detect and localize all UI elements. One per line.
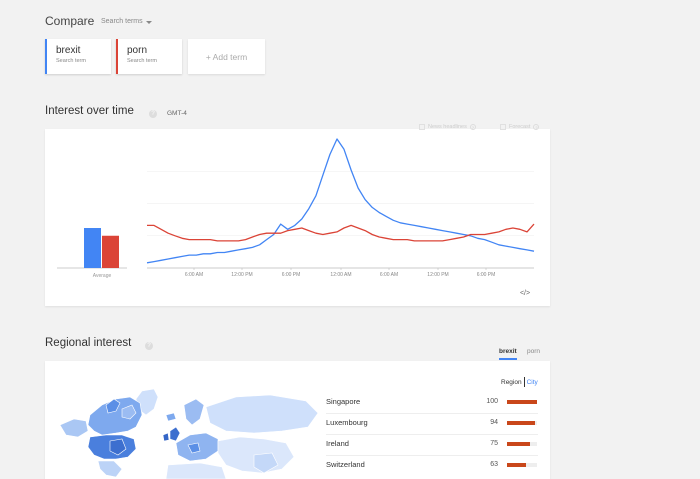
chart-grid: [57, 170, 534, 269]
chevron-down-icon: [145, 20, 152, 24]
add-term-button[interactable]: + Add term: [188, 39, 265, 74]
news-headlines-label: News headlines: [428, 124, 467, 130]
region-value: 63: [490, 461, 498, 468]
value-bar: [507, 463, 526, 467]
x-tick-label: 6:00 AM: [380, 272, 398, 278]
value-bar-track: [507, 421, 537, 425]
search-terms-dropdown[interactable]: Search terms: [101, 18, 152, 25]
x-tick-label: 12:00 PM: [427, 272, 448, 278]
value-bar-track: [507, 400, 537, 404]
average-bars: [84, 228, 119, 268]
help-icon[interactable]: ?: [149, 110, 157, 118]
region-value: 100: [486, 398, 498, 405]
x-tick-label: 6:00 PM: [282, 272, 301, 278]
list-item[interactable]: Luxembourg 94: [326, 414, 538, 435]
region-value: 75: [490, 440, 498, 447]
world-map[interactable]: [50, 385, 320, 479]
city-toggle[interactable]: City: [526, 378, 538, 386]
term-name: brexit: [56, 45, 81, 56]
average-label: Average: [93, 273, 112, 279]
divider: [326, 413, 538, 414]
tab-porn[interactable]: porn: [527, 348, 541, 355]
region-name: Switzerland: [326, 460, 365, 469]
forecast-label: Forecast: [509, 124, 531, 130]
region-toggle[interactable]: Region: [501, 378, 522, 386]
term-type-label: Search term: [56, 58, 86, 64]
term-type-label: Search term: [127, 58, 157, 64]
value-bar-track: [507, 463, 537, 467]
x-tick-label: 6:00 PM: [477, 272, 496, 278]
series-line-brexit: [146, 138, 535, 264]
tab-brexit[interactable]: brexit: [499, 348, 517, 360]
news-headlines-toggle[interactable]: News headlines ?: [419, 124, 476, 130]
help-icon[interactable]: ?: [145, 342, 153, 350]
list-item[interactable]: Switzerland 63: [326, 456, 538, 477]
interest-over-time-title: Interest over time: [45, 105, 134, 117]
timezone-label: GMT-4: [167, 110, 187, 117]
x-tick-label: 12:00 AM: [330, 272, 351, 278]
average-bar-brexit: [84, 228, 101, 268]
divider: [326, 455, 538, 456]
region-city-toggle[interactable]: Region City: [501, 377, 538, 387]
region-value: 94: [490, 419, 498, 426]
toggle-separator: [523, 377, 525, 387]
term-card-brexit[interactable]: brexit Search term: [45, 39, 111, 74]
value-bar: [507, 400, 537, 404]
term-card-porn[interactable]: porn Search term: [116, 39, 182, 74]
x-axis-ticks: 6:00 AM 12:00 PM 6:00 PM 12:00 AM 6:00 AM 12:…: [185, 268, 495, 278]
x-tick-label: 12:00 PM: [231, 272, 252, 278]
term-color-bar: [116, 39, 118, 74]
forecast-toggle[interactable]: Forecast ?: [500, 124, 540, 130]
regional-interest-title: Regional interest: [45, 337, 132, 349]
term-name: porn: [127, 45, 148, 56]
x-tick-label: 6:00 AM: [185, 272, 203, 278]
checkbox-icon[interactable]: [419, 124, 425, 130]
interest-line-chart: Average 6:00 AM 12:00 PM 6:00 PM 12:00 AM 6:…: [57, 138, 535, 297]
value-bar: [507, 421, 536, 425]
region-name: Ireland: [326, 439, 349, 448]
value-bar: [507, 442, 530, 446]
help-icon[interactable]: ?: [469, 124, 476, 130]
divider: [326, 434, 538, 435]
help-icon[interactable]: ?: [533, 124, 540, 130]
average-bar-porn: [102, 235, 119, 268]
region-name: Singapore: [326, 397, 361, 406]
checkbox-icon[interactable]: [500, 124, 506, 130]
chart-series: [146, 138, 535, 264]
embed-icon[interactable]: </>: [520, 290, 530, 297]
value-bar-track: [507, 442, 537, 446]
list-item[interactable]: Singapore 100: [326, 393, 538, 414]
list-item[interactable]: Ireland 75: [326, 435, 538, 456]
interest-over-time-card: [45, 129, 550, 306]
region-name: Luxembourg: [326, 418, 368, 427]
term-color-bar: [45, 39, 47, 74]
search-terms-dropdown-label: Search terms: [101, 18, 143, 25]
compare-title: Compare: [45, 14, 95, 28]
series-line-porn: [147, 223, 535, 242]
